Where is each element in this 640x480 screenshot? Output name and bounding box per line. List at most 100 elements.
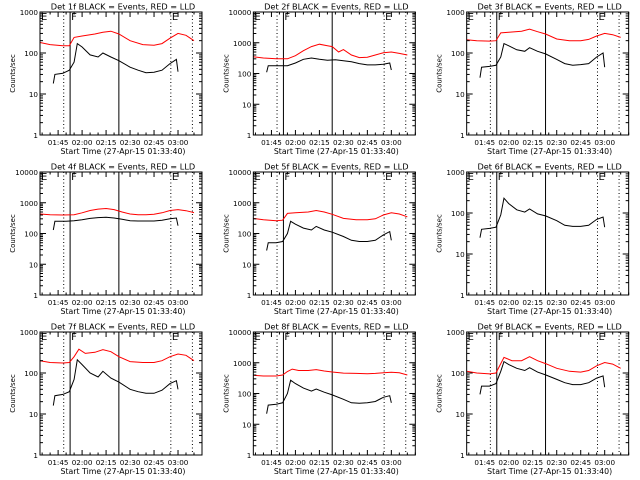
x-tick-label: 02:45 <box>357 298 378 307</box>
x-tick-label: 02:00 <box>498 458 519 467</box>
panel-title: Det 2f BLACK = Events, RED = LLD <box>264 2 408 12</box>
x-tick-label: 03:00 <box>381 458 402 467</box>
marker-label: E <box>385 172 391 183</box>
x-tick-label: 02:15 <box>522 298 543 307</box>
y-tick-label: 10 <box>456 410 466 419</box>
marker-label: E <box>385 12 391 23</box>
marker-label: E <box>598 12 604 23</box>
events-series-line <box>52 42 179 84</box>
y-tick-label: 100 <box>24 369 38 378</box>
y-tick-label: 1000 <box>446 328 465 337</box>
y-tick-label: 10000 <box>15 168 38 177</box>
x-axis-label: Start Time (27-Apr-15 01:33:40) <box>274 307 399 316</box>
x-tick-label: 02:30 <box>120 458 141 467</box>
lld-series-line <box>39 30 195 47</box>
y-tick-label: 1000 <box>446 168 465 177</box>
panel-6: Det 6f BLACK = Events, RED = LLD Counts/s… <box>436 162 630 316</box>
marker-label: E <box>254 172 260 183</box>
y-tick-label: 1000 <box>233 359 252 368</box>
marker-label: E <box>254 12 260 23</box>
panel-1: Det 1f BLACK = Events, RED = LLD Counts/s… <box>9 2 203 156</box>
y-tick-label: 100 <box>451 49 465 58</box>
lld-series-line <box>466 356 621 375</box>
marker-label: F <box>284 12 290 23</box>
x-tick-label: 02:00 <box>72 458 93 467</box>
y-tick-label: 10 <box>242 100 252 109</box>
lld-series-line <box>466 28 621 42</box>
marker-label: F <box>284 172 290 183</box>
plot-frame <box>252 11 416 136</box>
marker-label: E <box>598 332 604 343</box>
y-tick-label: 10 <box>29 90 39 99</box>
x-tick-label: 02:30 <box>333 138 354 147</box>
x-axis-label: Start Time (27-Apr-15 01:33:40) <box>487 307 612 316</box>
y-tick-label: 100 <box>238 70 252 79</box>
marker-label: E <box>172 332 178 343</box>
x-tick-label: 03:00 <box>381 298 402 307</box>
x-tick-label: 02:15 <box>96 458 117 467</box>
y-tick-label: 100 <box>451 209 465 218</box>
x-tick-label: 01:45 <box>261 458 282 467</box>
y-tick-label: 1 <box>247 291 252 300</box>
marker-label: E <box>41 332 47 343</box>
y-axis-label: Counts/sec <box>436 374 444 413</box>
x-tick-label: 01:45 <box>48 298 69 307</box>
y-tick-label: 10000 <box>228 328 251 337</box>
panel-4: Det 4f BLACK = Events, RED = LLD Counts/s… <box>9 162 203 316</box>
panel-title: Det 4f BLACK = Events, RED = LLD <box>51 162 195 172</box>
y-axis-label: Counts/sec <box>436 54 444 93</box>
y-tick-label: 10000 <box>228 8 251 17</box>
x-tick-label: 03:00 <box>168 298 189 307</box>
x-tick-label: 02:45 <box>570 138 591 147</box>
events-series-line <box>52 216 179 231</box>
x-tick-label: 02:15 <box>522 138 543 147</box>
marker-label: E <box>468 172 474 183</box>
events-series-line <box>479 42 606 78</box>
x-tick-label: 02:30 <box>546 458 567 467</box>
marker-label: F <box>498 172 504 183</box>
marker-label: E <box>598 172 604 183</box>
marker-label: E <box>41 12 47 23</box>
plot-frame <box>39 171 203 296</box>
marker-label: E <box>41 172 47 183</box>
x-tick-label: 02:00 <box>72 138 93 147</box>
y-tick-label: 1000 <box>233 199 252 208</box>
x-tick-label: 02:45 <box>357 138 378 147</box>
x-tick-label: 02:45 <box>144 458 165 467</box>
marker-label: F <box>498 332 504 343</box>
x-tick-label: 02:45 <box>357 458 378 467</box>
x-axis-label: Start Time (27-Apr-15 01:33:40) <box>274 467 399 476</box>
y-tick-label: 1 <box>33 291 38 300</box>
y-tick-label: 1000 <box>20 328 39 337</box>
y-axis-label: Counts/sec <box>222 214 230 253</box>
events-series-line <box>52 358 179 406</box>
x-tick-label: 01:45 <box>261 298 282 307</box>
y-axis-label: Counts/sec <box>436 214 444 253</box>
marker-label: E <box>385 332 391 343</box>
x-tick-label: 01:45 <box>48 458 69 467</box>
x-tick-label: 02:15 <box>309 298 330 307</box>
panel-title: Det 9f BLACK = Events, RED = LLD <box>477 322 621 332</box>
x-tick-label: 02:45 <box>144 298 165 307</box>
x-tick-label: 02:00 <box>498 298 519 307</box>
events-series-line <box>266 379 392 414</box>
x-tick-label: 03:00 <box>594 138 615 147</box>
y-tick-label: 100 <box>451 369 465 378</box>
y-tick-label: 10 <box>456 90 466 99</box>
y-tick-label: 100 <box>24 49 38 58</box>
x-tick-label: 02:45 <box>144 138 165 147</box>
y-tick-label: 1 <box>33 131 38 140</box>
x-tick-label: 02:30 <box>120 138 141 147</box>
marker-label: E <box>468 12 474 23</box>
panel-title: Det 7f BLACK = Events, RED = LLD <box>51 322 195 332</box>
panel-9: Det 9f BLACK = Events, RED = LLD Counts/s… <box>436 322 630 476</box>
y-tick-label: 1 <box>460 451 465 460</box>
marker-label: E <box>254 332 260 343</box>
marker-label: F <box>284 332 290 343</box>
x-tick-label: 01:45 <box>261 138 282 147</box>
x-axis-label: Start Time (27-Apr-15 01:33:40) <box>487 147 612 156</box>
y-tick-label: 10 <box>29 260 39 269</box>
x-tick-label: 02:00 <box>285 298 306 307</box>
y-axis-label: Counts/sec <box>222 54 230 93</box>
plot-frame <box>252 331 416 456</box>
